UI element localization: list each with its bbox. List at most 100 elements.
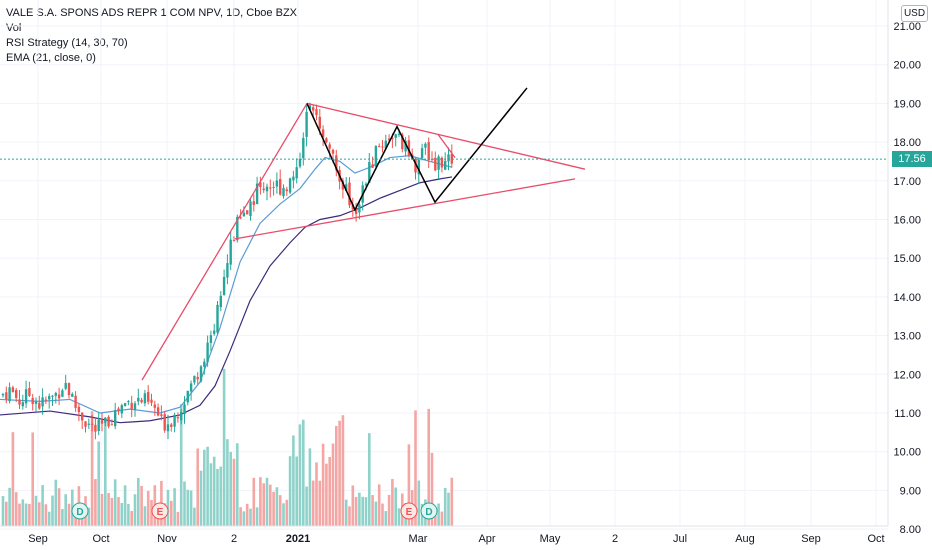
dividend-marker [420, 502, 438, 520]
candle-body [401, 134, 404, 150]
volume-bar [262, 483, 265, 526]
price-tick-label: 19.00 [893, 98, 921, 110]
candle-body [394, 134, 397, 138]
candle-body [374, 146, 378, 167]
volume-bar [298, 424, 302, 526]
candle-body [424, 143, 427, 148]
volume-bar [249, 508, 252, 526]
candle-body [209, 335, 213, 343]
volume-bar [199, 470, 203, 526]
event-label: E [406, 507, 413, 518]
volume-bar [229, 451, 232, 526]
volume-bar [275, 487, 279, 526]
legend-rsi[interactable]: RSI Strategy (14, 30, 70) [6, 37, 128, 49]
volume-bar [130, 510, 133, 526]
time-tick-label: Aug [735, 533, 755, 545]
volume-bar [186, 489, 190, 526]
candle-body [8, 387, 11, 402]
time-tick-label: Oct [867, 533, 884, 545]
candle-body [176, 417, 180, 419]
candle-body [364, 183, 368, 186]
volume-bar [232, 458, 236, 526]
volume-bar [338, 420, 341, 526]
volume-bar [90, 411, 94, 526]
volume-bar [311, 480, 315, 526]
volume-bar [288, 456, 292, 526]
candle-body [407, 140, 411, 156]
volume-bar [430, 452, 434, 526]
volume-bar [127, 503, 130, 526]
candle-body [246, 210, 249, 215]
candle-body [351, 204, 354, 210]
candle-body [137, 397, 140, 402]
candle-body [295, 167, 298, 179]
volume-bar [11, 432, 15, 526]
trendline [437, 133, 456, 158]
candle-body [54, 392, 57, 396]
time-axis: Sep Oct Nov 2 2021 Mar Apr May 2 Jul Aug Sep Oct [28, 533, 884, 545]
candle-body [315, 109, 318, 116]
candle-body [437, 156, 440, 170]
candle-body [450, 153, 453, 164]
candle-body [11, 387, 15, 393]
volume-bar [371, 495, 374, 526]
legend-vol[interactable]: Vol [6, 22, 22, 34]
volume-bar [434, 511, 437, 526]
candle-body [242, 212, 246, 217]
volume-bar [54, 479, 58, 526]
volume-bar [364, 497, 368, 526]
volume-bar [278, 495, 282, 526]
volume-bar [41, 485, 44, 526]
candle-body [325, 138, 328, 143]
candle-body [384, 140, 387, 149]
volume-bar [166, 489, 170, 526]
earnings-marker [151, 502, 169, 520]
candle-body [153, 404, 156, 408]
candle-body [31, 397, 34, 404]
candle-body [44, 399, 48, 401]
candle-body [74, 395, 77, 408]
time-tick-label: May [540, 533, 561, 545]
candle-body [272, 186, 275, 188]
price-tick-label: 11.00 [894, 408, 921, 420]
volume-bar [265, 477, 269, 526]
volume-bar [245, 503, 249, 526]
volume-bar [47, 511, 51, 526]
volume-bar [74, 511, 77, 526]
volume-bar [216, 468, 219, 526]
candle-body [302, 137, 305, 159]
volume-bar [391, 479, 394, 526]
candle-body [196, 376, 199, 380]
grid-lines [0, 0, 888, 530]
candle-body [183, 404, 186, 415]
candle-body [77, 406, 81, 413]
time-tick-label: 2 [231, 533, 237, 545]
volume-bar [94, 479, 97, 526]
price-tick-label: 9.00 [900, 485, 921, 497]
volume-bar [146, 490, 150, 526]
volume-bar [209, 463, 213, 526]
candle-body [391, 137, 394, 139]
time-tick-label: Mar [409, 533, 428, 545]
volume-bar [38, 502, 41, 526]
legend-ema[interactable]: EMA (21, close, 0) [6, 52, 96, 64]
candle-body [123, 403, 127, 407]
symbol-title[interactable]: VALE S.A. SPONS ADS REPR 1 COM NPV, 1D, … [6, 7, 297, 19]
volume-bar [104, 422, 107, 526]
candle-body [67, 383, 71, 396]
volume-bar [18, 503, 21, 526]
candle-body [397, 133, 401, 135]
volume-bar [348, 506, 351, 526]
volume-bar [344, 499, 348, 526]
candle-body [170, 424, 173, 427]
candle-body [64, 383, 67, 389]
time-tick-label: 2021 [286, 533, 310, 545]
volume-bar [203, 449, 206, 526]
volume-bar [397, 508, 401, 526]
candle-body [378, 146, 381, 148]
currency-badge[interactable]: USD [901, 5, 928, 22]
volume-bar [427, 408, 430, 526]
volume-bar [196, 448, 199, 526]
candle-body [434, 157, 437, 171]
